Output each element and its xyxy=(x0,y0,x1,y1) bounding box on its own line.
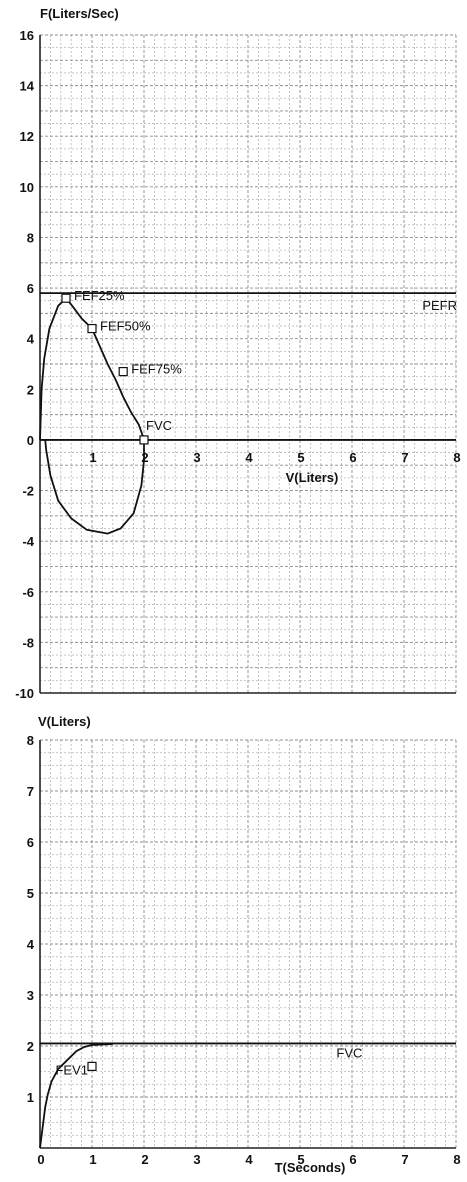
marker-label: FEF25% xyxy=(74,288,125,303)
y-tick-label: 2 xyxy=(27,382,34,397)
chart-1: F(Liters/Sec)V(Liters)1614121086420-2-4-… xyxy=(15,6,460,701)
x-tick-label: 2 xyxy=(141,1152,148,1167)
y-tick-label: -8 xyxy=(22,635,34,650)
y-tick-label: 6 xyxy=(27,281,34,296)
y-tick-label: 5 xyxy=(27,886,34,901)
marker-label: FEV1 xyxy=(55,1062,88,1077)
x-tick-label: 2 xyxy=(141,450,148,465)
marker-label: FVC xyxy=(146,418,172,433)
x-tick-label: 6 xyxy=(349,450,356,465)
x-tick-label: 0 xyxy=(37,1152,44,1167)
y-tick-label: 6 xyxy=(27,835,34,850)
x-tick-label: 7 xyxy=(401,450,408,465)
x-tick-label: 3 xyxy=(193,1152,200,1167)
grid xyxy=(39,34,457,694)
y-tick-label: 2 xyxy=(27,1039,34,1054)
x-tick-label: 6 xyxy=(349,1152,356,1167)
data-marker xyxy=(118,366,128,377)
y-axis-title: V(Liters) xyxy=(38,714,91,729)
x-tick-label: 4 xyxy=(245,450,253,465)
x-tick-label: 1 xyxy=(89,450,96,465)
marker-label: FEF75% xyxy=(131,362,182,377)
y-tick-label: -6 xyxy=(22,585,34,600)
data-marker xyxy=(87,1061,97,1072)
series-line-2 xyxy=(44,439,145,535)
y-tick-label: 1 xyxy=(27,1090,34,1105)
x-tick-label: 4 xyxy=(245,1152,253,1167)
y-tick-label: 4 xyxy=(27,937,35,952)
y-tick-label: 14 xyxy=(20,79,35,94)
x-tick-label: 5 xyxy=(297,1152,304,1167)
y-tick-label: 12 xyxy=(20,129,34,144)
y-tick-label: 10 xyxy=(20,180,34,195)
x-tick-label: 1 xyxy=(89,1152,96,1167)
y-tick-label: 0 xyxy=(27,433,34,448)
grid xyxy=(39,739,457,1149)
x-tick-label: 3 xyxy=(193,450,200,465)
series-line-1 xyxy=(39,1043,113,1149)
y-tick-label: -2 xyxy=(22,484,34,499)
y-tick-label: -10 xyxy=(15,686,34,701)
x-tick-label: 8 xyxy=(453,450,460,465)
y-tick-label: 4 xyxy=(27,332,35,347)
y-tick-label: 16 xyxy=(20,28,34,43)
y-tick-label: 7 xyxy=(27,784,34,799)
data-marker xyxy=(87,323,97,334)
data-marker xyxy=(61,293,71,303)
y-axis-title: F(Liters/Sec) xyxy=(40,6,119,21)
x-tick-label: 8 xyxy=(453,1152,460,1167)
y-tick-label: 8 xyxy=(27,733,34,748)
y-tick-label: 3 xyxy=(27,988,34,1003)
chart-2: V(Liters) T(Seconds) 8 7 6 5 4 3 2 1 0 1 2 3 4 5 6 7 8 FVC F… xyxy=(27,714,461,1175)
x-axis-title: T(Seconds) xyxy=(275,1160,346,1175)
reference-line-label: PEFR xyxy=(422,298,457,313)
x-tick-label: 7 xyxy=(401,1152,408,1167)
y-tick-label: -4 xyxy=(22,534,34,549)
data-marker xyxy=(139,435,149,445)
reference-line-label: FVC xyxy=(336,1045,362,1060)
x-axis-title: V(Liters) xyxy=(286,470,339,485)
marker-label: FEF50% xyxy=(100,319,151,334)
y-tick-label: 8 xyxy=(27,230,34,245)
x-tick-label: 5 xyxy=(297,450,304,465)
